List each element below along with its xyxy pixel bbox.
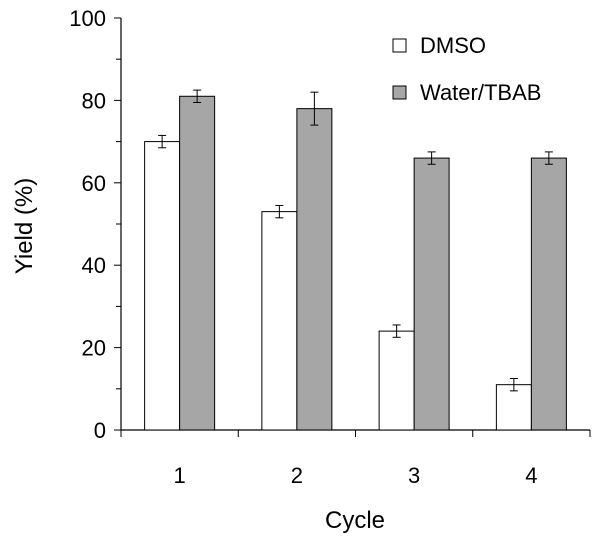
x-tick-label: 4 [525, 463, 537, 488]
x-tick-label: 2 [291, 463, 303, 488]
bar-water-tbab-cycle-4 [530, 157, 567, 431]
y-tick-label: 40 [82, 253, 106, 278]
y-axis: 0 20 40 60 80 100 [69, 6, 122, 443]
y-tick-label: 60 [82, 171, 106, 196]
bars [144, 95, 567, 431]
error-bar [193, 89, 202, 103]
y-tick-label: 80 [82, 88, 106, 113]
bar-dmso-cycle-1 [144, 141, 181, 431]
legend-swatch-water-tbab [392, 85, 407, 100]
legend-swatch-dmso [392, 38, 407, 53]
bar-dmso-cycle-3 [378, 330, 415, 431]
x-tick-label: 1 [174, 463, 186, 488]
y-tick-label: 100 [69, 6, 106, 31]
error-bar [310, 91, 319, 126]
x-axis-title: Cycle [325, 507, 385, 534]
error-bar [275, 204, 284, 219]
y-axis-title: Yield (%) [11, 178, 38, 274]
legend-label-dmso: DMSO [420, 33, 486, 58]
legend: DMSO Water/TBAB [392, 33, 541, 105]
error-bars [158, 89, 553, 392]
bar-dmso-cycle-2 [261, 211, 298, 431]
error-bar [544, 151, 553, 165]
legend-label-water-tbab: Water/TBAB [420, 80, 541, 105]
y-tick-label: 0 [94, 418, 106, 443]
error-bar [158, 134, 167, 149]
bar-water-tbab-cycle-2 [296, 108, 333, 431]
error-bar [427, 151, 436, 165]
y-tick-label: 20 [82, 336, 106, 361]
x-axis: 1 2 3 4 [120, 429, 591, 488]
error-bar [509, 378, 518, 392]
x-tick-label: 3 [408, 463, 420, 488]
error-bar [392, 324, 401, 338]
bar-water-tbab-cycle-3 [413, 157, 450, 431]
bar-dmso-cycle-4 [495, 384, 532, 431]
bar-water-tbab-cycle-1 [179, 95, 216, 431]
